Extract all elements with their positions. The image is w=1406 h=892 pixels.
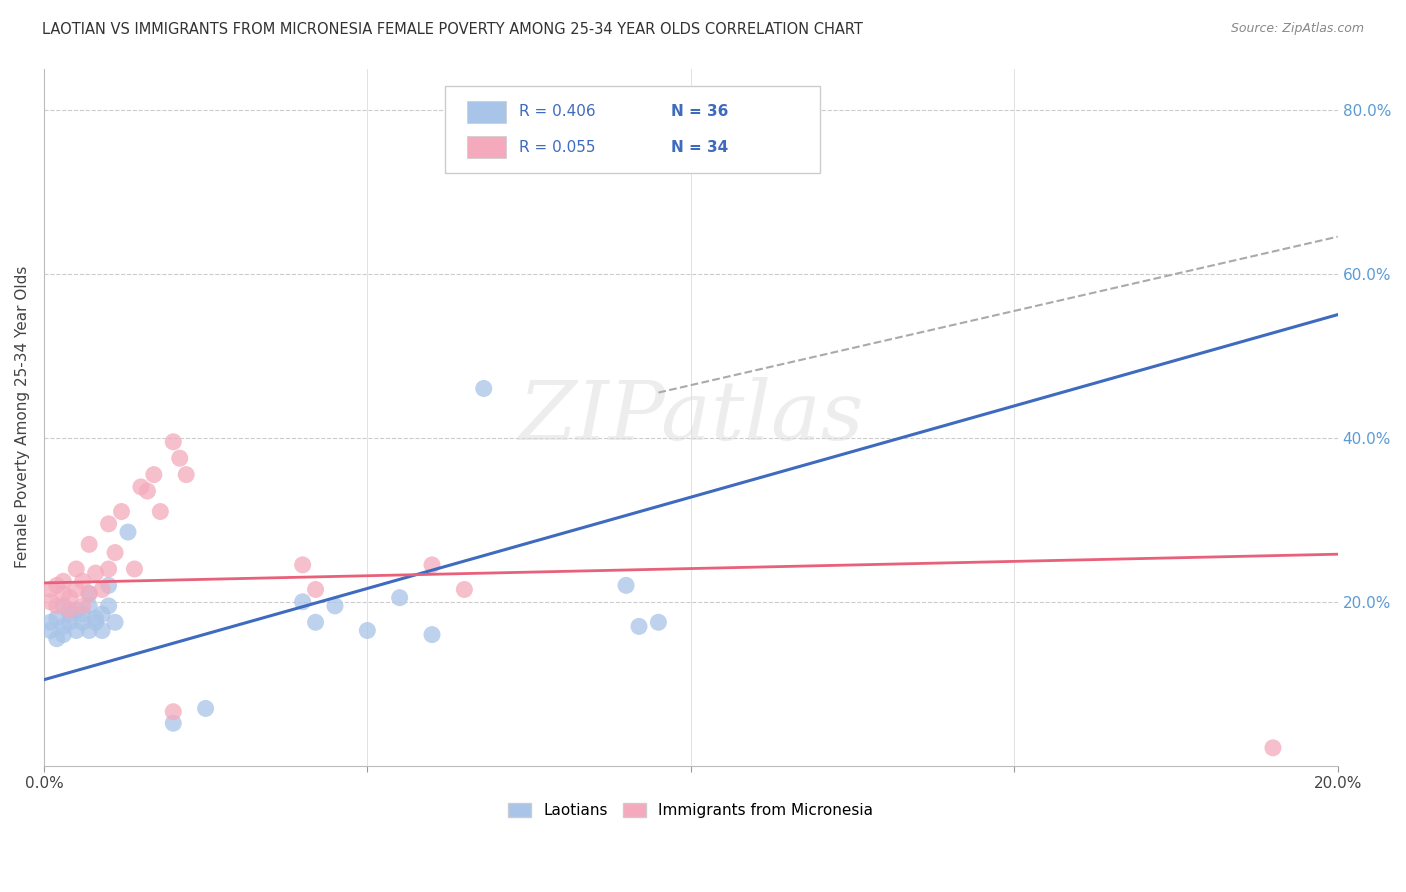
- Point: [45, 611, 67, 625]
- Point: [77, 624, 100, 638]
- FancyBboxPatch shape: [467, 136, 506, 159]
- Point: [84, 566, 107, 580]
- Point: [59, 591, 82, 605]
- Point: [110, 504, 132, 518]
- Point: [72, 607, 94, 621]
- Point: [65, 603, 87, 617]
- Y-axis label: Female Poverty Among 25-34 Year Olds: Female Poverty Among 25-34 Year Olds: [15, 266, 30, 568]
- Point: [97, 599, 120, 613]
- Point: [104, 545, 127, 559]
- Point: [97, 562, 120, 576]
- Point: [65, 562, 87, 576]
- Point: [162, 434, 184, 449]
- Point: [304, 615, 326, 630]
- Point: [39, 595, 62, 609]
- Point: [97, 516, 120, 531]
- Point: [614, 578, 637, 592]
- Point: [627, 619, 650, 633]
- Text: LAOTIAN VS IMMIGRANTS FROM MICRONESIA FEMALE POVERTY AMONG 25-34 YEAR OLDS CORRE: LAOTIAN VS IMMIGRANTS FROM MICRONESIA FE…: [42, 22, 863, 37]
- Point: [45, 578, 67, 592]
- Point: [52, 627, 75, 641]
- Point: [142, 467, 165, 482]
- Point: [291, 595, 314, 609]
- Text: N = 36: N = 36: [671, 104, 728, 120]
- Point: [84, 611, 107, 625]
- Point: [194, 701, 217, 715]
- Point: [52, 574, 75, 589]
- Point: [124, 562, 146, 576]
- Point: [52, 619, 75, 633]
- Point: [129, 480, 152, 494]
- Point: [39, 624, 62, 638]
- Point: [97, 578, 120, 592]
- Point: [72, 574, 94, 589]
- Point: [39, 582, 62, 597]
- Text: ZIPatlas: ZIPatlas: [517, 377, 863, 458]
- Point: [91, 624, 114, 638]
- Text: R = 0.055: R = 0.055: [519, 140, 595, 154]
- FancyBboxPatch shape: [467, 101, 506, 123]
- Point: [162, 716, 184, 731]
- Point: [72, 615, 94, 630]
- Point: [104, 615, 127, 630]
- Point: [420, 627, 443, 641]
- Point: [59, 603, 82, 617]
- Point: [169, 451, 191, 466]
- Point: [647, 615, 669, 630]
- Point: [45, 599, 67, 613]
- Point: [1261, 740, 1284, 755]
- Point: [291, 558, 314, 572]
- Point: [77, 586, 100, 600]
- Point: [117, 524, 139, 539]
- Legend: Laotians, Immigrants from Micronesia: Laotians, Immigrants from Micronesia: [502, 797, 879, 824]
- Point: [77, 586, 100, 600]
- Point: [59, 615, 82, 630]
- Point: [52, 586, 75, 600]
- Point: [472, 382, 495, 396]
- Text: Source: ZipAtlas.com: Source: ZipAtlas.com: [1230, 22, 1364, 36]
- Point: [77, 537, 100, 551]
- Point: [149, 504, 172, 518]
- Point: [136, 483, 159, 498]
- Point: [65, 582, 87, 597]
- Text: R = 0.406: R = 0.406: [519, 104, 595, 120]
- Point: [91, 582, 114, 597]
- Point: [162, 705, 184, 719]
- Point: [39, 615, 62, 630]
- Point: [356, 624, 378, 638]
- Point: [323, 599, 346, 613]
- FancyBboxPatch shape: [444, 86, 820, 173]
- Point: [45, 632, 67, 646]
- Point: [388, 591, 411, 605]
- Point: [59, 607, 82, 621]
- Point: [91, 607, 114, 621]
- Point: [72, 599, 94, 613]
- Point: [52, 599, 75, 613]
- Point: [77, 599, 100, 613]
- Point: [65, 624, 87, 638]
- Point: [174, 467, 197, 482]
- Text: N = 34: N = 34: [671, 140, 728, 154]
- Point: [453, 582, 475, 597]
- Point: [304, 582, 326, 597]
- Point: [420, 558, 443, 572]
- Point: [84, 615, 107, 630]
